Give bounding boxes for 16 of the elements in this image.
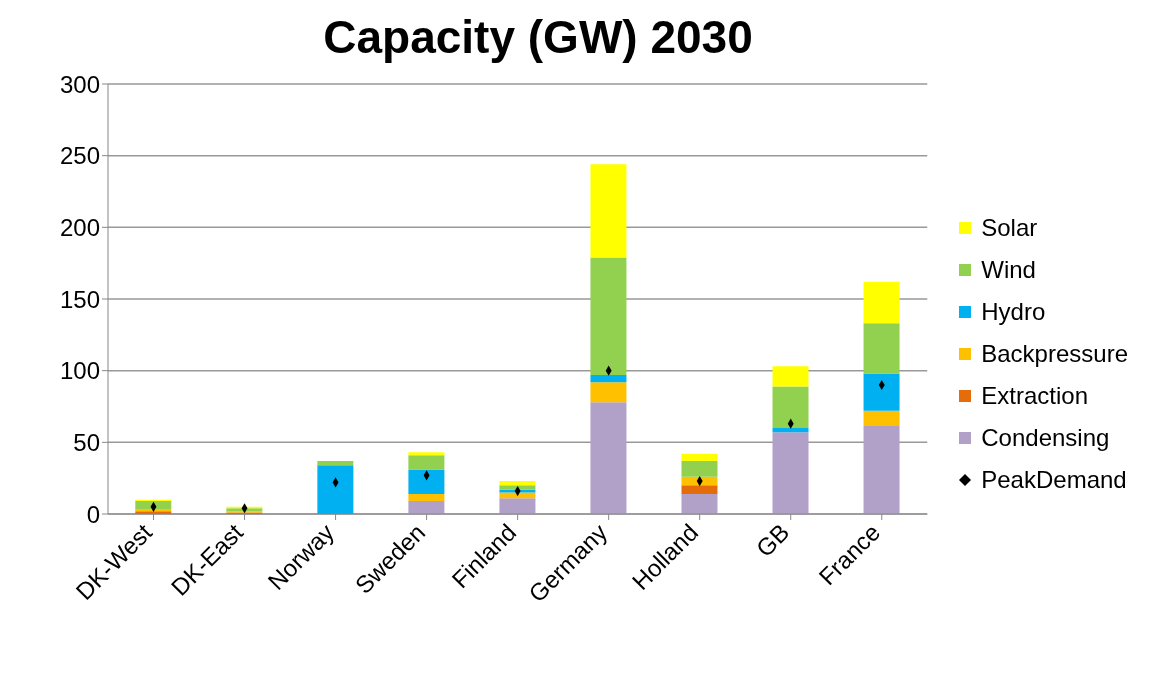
y-tick-label: 300 <box>59 70 100 98</box>
y-tick-label: 250 <box>59 142 100 170</box>
y-tick-label: 100 <box>59 357 100 385</box>
y-tick-label: 50 <box>73 428 100 456</box>
legend-label: Wind <box>981 256 1036 284</box>
y-tick-label: 200 <box>59 213 100 241</box>
legend-label: Backpressure <box>981 340 1128 368</box>
y-tick-label: 150 <box>59 285 100 313</box>
legend-label: Extraction <box>981 382 1088 410</box>
x-tick-label: GB <box>750 518 795 563</box>
legend-label: Solar <box>981 214 1038 242</box>
legend-label: Condensing <box>981 424 1110 452</box>
y-tick-label: 0 <box>86 500 100 528</box>
chart-title: Capacity (GW) 2030 <box>322 10 754 64</box>
legend-label: Hydro <box>981 298 1046 326</box>
legend-label: PeakDemand <box>981 466 1127 494</box>
